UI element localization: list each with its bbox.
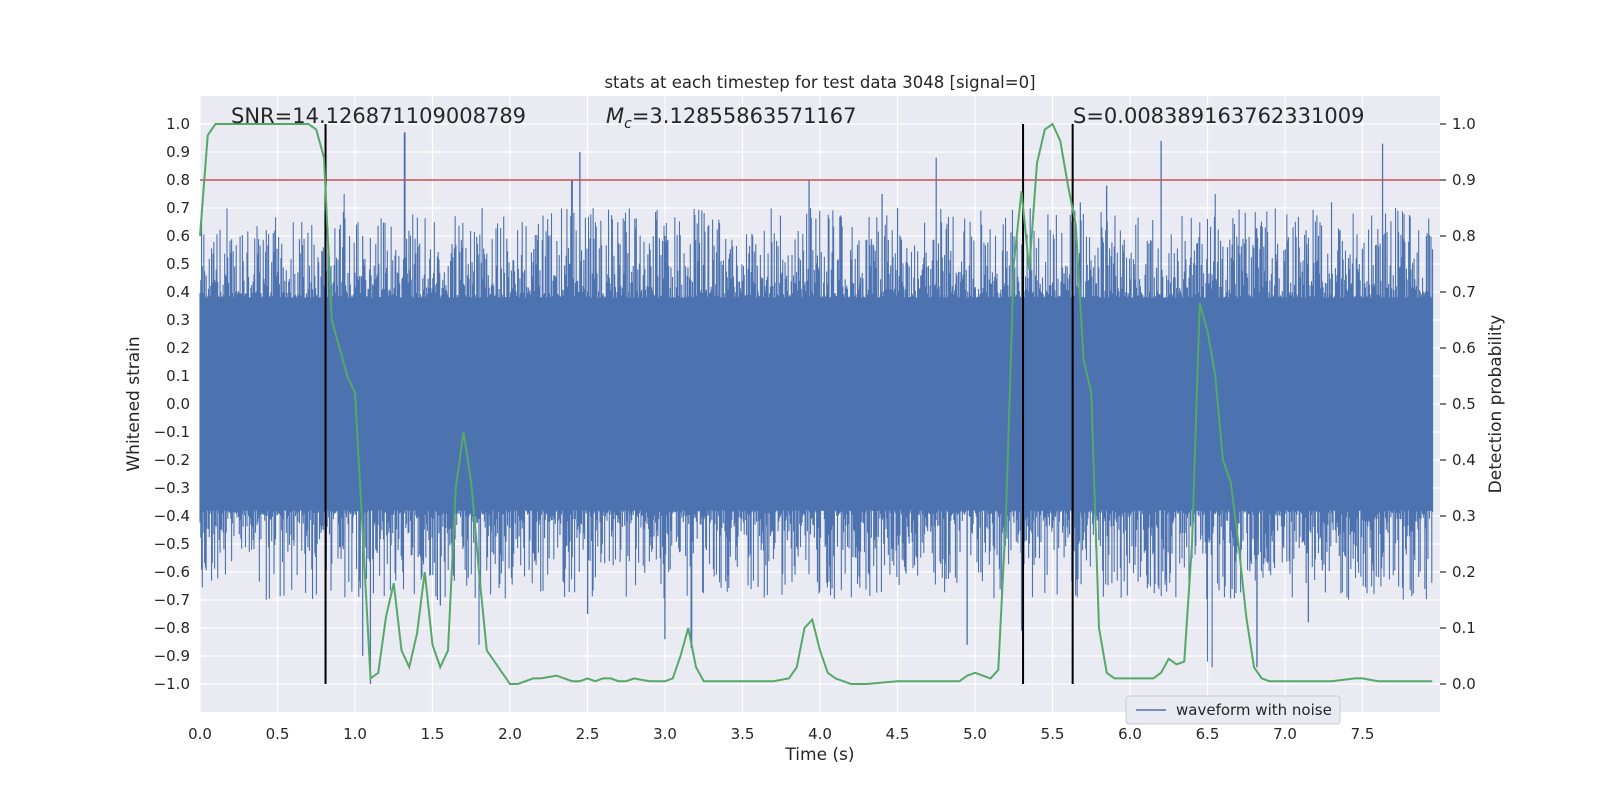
y-tick-label: −1.0	[154, 675, 190, 693]
y-tick-label: −0.3	[154, 479, 190, 497]
y-tick-label: 0.5	[166, 255, 190, 273]
x-tick-label: 4.0	[808, 725, 832, 743]
y2-tick-label: 0.2	[1452, 563, 1476, 581]
x-tick-label: 3.0	[653, 725, 677, 743]
x-tick-label: 5.5	[1041, 725, 1065, 743]
x-tick-label: 6.0	[1118, 725, 1142, 743]
y2-tick-label: 0.7	[1452, 283, 1476, 301]
y-tick-label: −0.9	[154, 647, 190, 665]
detection-probability-series	[199, 122, 1433, 685]
y2-tick-label: 0.3	[1452, 507, 1476, 525]
y-axis-label: Whitened strain	[124, 336, 144, 471]
y-tick-label: 0.8	[166, 171, 190, 189]
waveform-with-noise-line	[199, 132, 1434, 684]
y2-tick-label: 1.0	[1452, 115, 1476, 133]
y-tick-label: 0.7	[166, 199, 190, 217]
s-annotation: S=0.008389163762331009	[1073, 104, 1364, 128]
y-tick-label: 0.0	[166, 395, 190, 413]
snr-annotation: SNR=14.126871109008789	[231, 104, 526, 128]
x-tick-label: 0.0	[188, 725, 212, 743]
chirp-mass-subscript: c	[624, 116, 632, 132]
detection-probability-line	[199, 122, 1433, 685]
x-tick-label: 7.0	[1273, 725, 1297, 743]
y-tick-label: 0.9	[166, 143, 190, 161]
y2-tick-label: 0.9	[1452, 171, 1476, 189]
y2-tick-label: 0.0	[1452, 675, 1476, 693]
x-tick-label: 0.5	[266, 725, 290, 743]
vertical-markers	[324, 124, 1074, 684]
x-tick-label: 3.5	[731, 725, 755, 743]
chirp-mass-annotation: Mc=3.12855863571167	[606, 104, 857, 132]
x-tick-label: 5.0	[963, 725, 987, 743]
y-tick-label: 0.4	[166, 283, 190, 301]
legend-label: waveform with noise	[1176, 701, 1332, 719]
y2-tick-label: 0.4	[1452, 451, 1476, 469]
y-tick-label: 1.0	[166, 115, 190, 133]
x-tick-label: 2.0	[498, 725, 522, 743]
y2-tick-label: 0.6	[1452, 339, 1476, 357]
y2-tick-label: 0.5	[1452, 395, 1476, 413]
x-tick-label: 7.5	[1351, 725, 1375, 743]
y-tick-label: 0.3	[166, 311, 190, 329]
y-tick-label: 0.6	[166, 227, 190, 245]
y-tick-label: −0.1	[154, 423, 190, 441]
y-tick-label: −0.4	[154, 507, 190, 525]
x-tick-label: 1.0	[343, 725, 367, 743]
axis-ticks: 0.0 0.5 1.0 1.5 2.0 2.5 3.0 3.5 4.0 4.5 5.0 5.5 6.0 6…	[154, 115, 1476, 743]
y2-axis-label: Detection probability	[1486, 315, 1506, 494]
y-tick-label: −0.8	[154, 619, 190, 637]
legend-box	[1125, 695, 1341, 725]
y-tick-label: −0.5	[154, 535, 190, 553]
y-tick-label: −0.7	[154, 591, 190, 609]
x-tick-label: 4.5	[886, 725, 910, 743]
y-tick-label: −0.2	[154, 451, 190, 469]
x-axis-label: Time (s)	[784, 745, 854, 765]
y2-tick-label: 0.1	[1452, 619, 1476, 637]
y2-tick-label: 0.8	[1452, 227, 1476, 245]
x-tick-label: 2.5	[576, 725, 600, 743]
chart-title: stats at each timestep for test data 304…	[604, 73, 1035, 92]
y-tick-label: 0.1	[166, 367, 190, 385]
y-tick-label: −0.6	[154, 563, 190, 581]
y-tick-label: 0.2	[166, 339, 190, 357]
x-tick-label: 6.5	[1196, 725, 1220, 743]
legend: waveform with noise	[1125, 695, 1341, 725]
chirp-mass-symbol: M	[606, 104, 624, 128]
chirp-mass-value: =3.12855863571167	[632, 104, 857, 128]
x-tick-label: 1.5	[421, 725, 445, 743]
